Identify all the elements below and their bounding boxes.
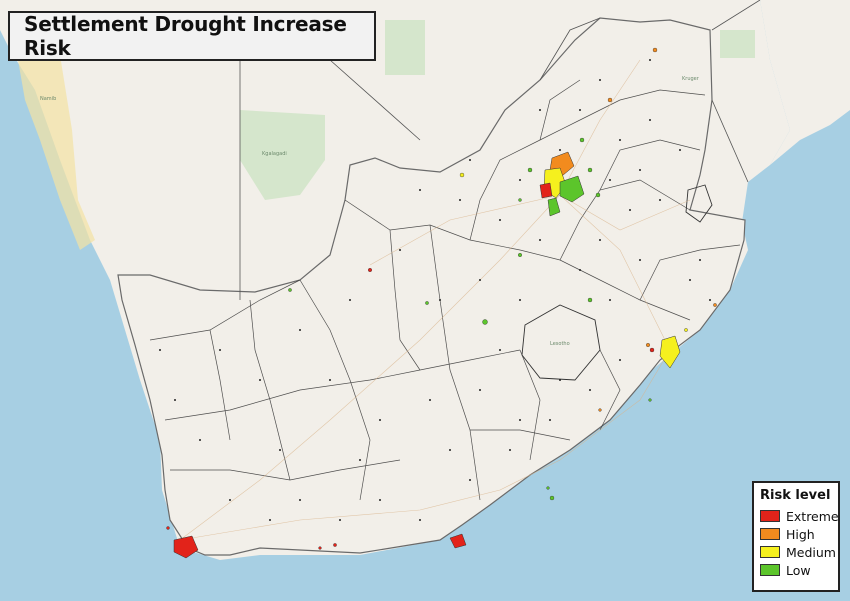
legend-item-low: Low [760,561,832,579]
gauteng-cluster [518,47,658,217]
map-title: Settlement Drought Increase Risk [24,12,347,60]
cape-town-cluster [166,526,199,559]
park-label-kgalagadi: Kgalagadi [262,151,287,157]
legend-label-medium: Medium [786,544,836,560]
swatch-extreme [760,510,780,522]
legend-item-high: High [760,525,832,543]
swatch-low [760,564,780,576]
south-africa [117,17,746,556]
legend-label-low: Low [786,562,811,578]
park-label-lesotho: Lesotho [550,341,570,347]
mozambique-coast [760,0,850,165]
district-borders [149,79,741,501]
legend-label-extreme: Extreme [786,508,839,524]
other-risk-settlements [288,172,652,501]
legend: Risk level Extreme High Medium Low [752,481,840,592]
legend-item-medium: Medium [760,543,836,561]
port-elizabeth-cluster [318,533,467,550]
durban-cluster [646,303,717,369]
legend-item-extreme: Extreme [760,507,839,525]
park-label-namib: Namib [40,96,56,102]
park-label-kruger: Kruger [682,76,700,82]
swatch-high [760,528,780,540]
park-zimbabwe [720,30,755,58]
park-botswana [385,20,425,75]
roads [179,59,691,541]
lesotho-border [521,304,601,381]
kgalagadi-park [240,110,325,200]
eswatini-border [685,184,713,223]
settlement-dots [159,59,711,521]
namib-desert [18,55,95,250]
title-box: Settlement Drought Increase Risk [8,11,376,61]
swatch-medium [760,546,780,558]
legend-title: Risk level [760,488,831,503]
legend-label-high: High [786,526,815,542]
